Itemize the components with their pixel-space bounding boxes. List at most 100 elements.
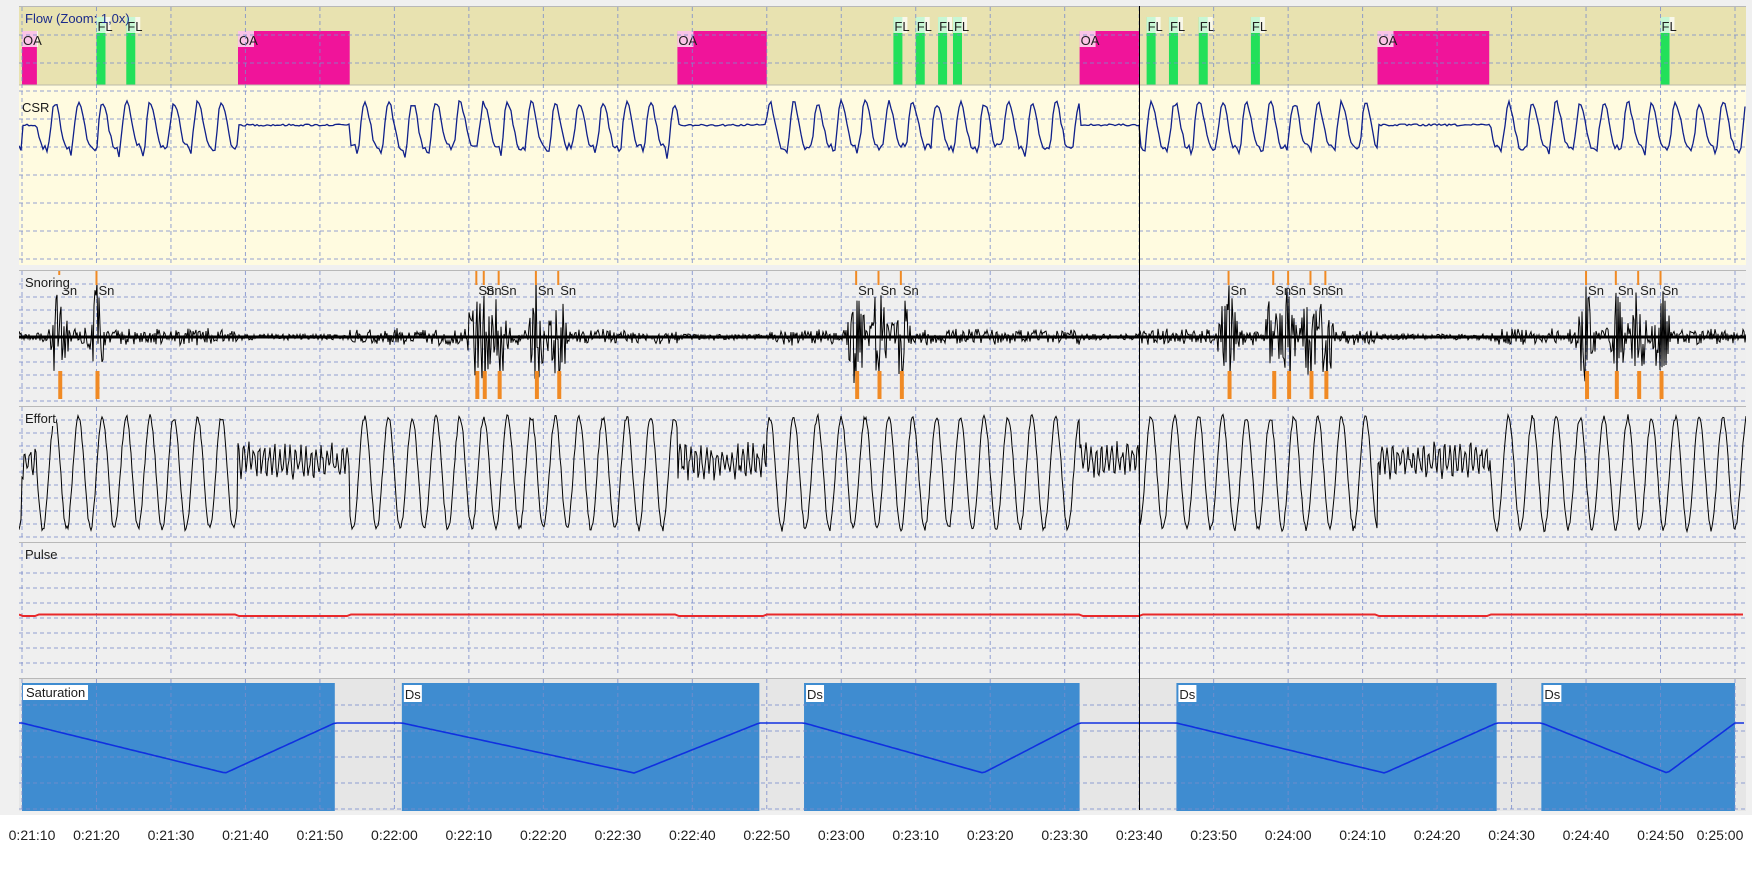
- fl-event-label: FL: [917, 19, 932, 34]
- sn-event-label: Sn: [858, 283, 874, 298]
- sn-event-label: Sn: [1327, 283, 1343, 298]
- time-tick-label: 0:21:40: [222, 827, 269, 843]
- event-label-bg: [1178, 685, 1197, 702]
- time-tick-label: 0:21:10: [8, 827, 56, 843]
- fl-event-marker: [1250, 17, 1260, 85]
- saturation-panel[interactable]: Ds Ds Ds Ds Saturation: [19, 678, 1746, 811]
- fl-event-marker: [893, 17, 903, 85]
- oa-event-marker: [237, 31, 350, 85]
- event-label-bg: [1543, 685, 1562, 702]
- event-label-bg: [677, 31, 694, 47]
- oa-event-label: OA: [1081, 33, 1100, 48]
- csr-label: CSR: [22, 100, 50, 115]
- time-tick-label: 0:23:30: [1041, 827, 1089, 843]
- desaturation-event: [401, 683, 760, 811]
- ds-event-label: Ds: [807, 687, 823, 702]
- sn-marker-bottom: [1287, 371, 1292, 399]
- sn-marker-top: [1324, 271, 1327, 285]
- sn-marker-bottom: [1272, 371, 1277, 399]
- ds-event-label: Ds: [405, 687, 421, 702]
- time-tick-label: 0:23:50: [1190, 827, 1237, 843]
- time-axis: 0:21:10 0:21:20 0:21:30 0:21:40 0:21:50 0:22:…: [0, 815, 1752, 876]
- sn-marker-top: [1659, 271, 1662, 285]
- sn-event-label: Sn: [1275, 283, 1291, 298]
- time-tick-label: 0:21:30: [147, 827, 195, 843]
- fl-event-marker: [1198, 17, 1208, 85]
- fl-event-label: FL: [97, 19, 112, 34]
- sn-marker-top: [855, 271, 858, 285]
- fl-event-marker: [126, 17, 136, 85]
- flow-panel-title: Flow (Zoom: 1,0x): [25, 11, 130, 26]
- effort-trace: [19, 412, 1746, 534]
- fl-event-marker: [96, 17, 106, 85]
- sn-event-label: Sn: [1588, 283, 1604, 298]
- fl-event-marker: [1660, 17, 1670, 85]
- time-tick-label: 0:22:10: [445, 827, 493, 843]
- sn-event-label: Sn: [1312, 283, 1328, 298]
- time-tick-label: 0:25:00: [1696, 827, 1744, 843]
- fl-event-label: FL: [1148, 19, 1163, 34]
- sn-marker-top: [534, 271, 537, 285]
- time-tick-label: 0:21:50: [296, 827, 344, 843]
- snoring-panel[interactable]: Sn Sn Sn Sn Sn Sn Sn Sn Sn Sn Sn Sn Sn Sn Sn Sn Sn Sn Sn S…: [19, 270, 1746, 403]
- fl-event-label: FL: [127, 19, 142, 34]
- snoring-panel-title: Snoring: [25, 275, 70, 290]
- time-tick-label: 0:24:10: [1339, 827, 1386, 843]
- desaturation-event: [1176, 683, 1497, 811]
- saturation-plot: Ds Ds Ds Ds: [19, 679, 1746, 811]
- time-tick-label: 0:23:40: [1115, 827, 1163, 843]
- sn-event-label: Sn: [486, 283, 502, 298]
- event-label-bg: [1377, 31, 1394, 47]
- event-label-bg: [915, 17, 930, 33]
- sn-marker-top: [1272, 271, 1275, 285]
- sn-event-label: Sn: [478, 283, 494, 298]
- sn-marker-bottom: [1614, 371, 1619, 399]
- sn-event-label: Sn: [903, 283, 919, 298]
- sn-marker-top: [1309, 271, 1312, 285]
- event-label-bg: [1198, 17, 1213, 33]
- sn-marker-top: [497, 271, 500, 285]
- effort-panel-title: Effort: [25, 411, 56, 426]
- pulse-trace: [19, 613, 1743, 617]
- fl-event-label: FL: [1662, 19, 1677, 34]
- sn-marker-bottom: [58, 371, 63, 399]
- sn-marker-bottom: [899, 371, 904, 399]
- time-tick-label: 0:24:30: [1488, 827, 1535, 843]
- oa-event-label: OA: [1379, 33, 1398, 48]
- time-tick-label: 0:24:40: [1562, 827, 1610, 843]
- sn-marker-bottom: [482, 371, 487, 399]
- flow-panel[interactable]: OA FL FL OA OA FL FL FL FL OA FL FL FL FL OA FL Flow (Z…: [19, 6, 1746, 265]
- sn-event-label: Sn: [538, 283, 554, 298]
- sn-marker-bottom: [1585, 371, 1590, 399]
- sn-marker-bottom: [475, 371, 480, 399]
- sn-marker-bottom: [557, 371, 562, 399]
- time-cursor[interactable]: [1139, 6, 1141, 810]
- time-tick-label: 0:24:20: [1413, 827, 1461, 843]
- sn-marker-top: [899, 271, 902, 285]
- oa-event-marker: [1377, 31, 1490, 85]
- sn-marker-bottom: [1324, 371, 1329, 399]
- pulse-panel[interactable]: Pulse: [19, 542, 1746, 675]
- sn-marker-bottom: [1659, 371, 1664, 399]
- sn-event-label: Sn: [1618, 283, 1634, 298]
- sn-marker-bottom: [1227, 371, 1232, 399]
- fl-event-marker: [952, 17, 962, 85]
- time-tick-label: 0:23:00: [817, 827, 865, 843]
- event-label-bg: [1250, 17, 1265, 33]
- sn-event-label: Sn: [98, 283, 114, 298]
- ds-event-label: Ds: [1179, 687, 1195, 702]
- fl-event-label: FL: [954, 19, 969, 34]
- event-label-bg: [806, 685, 825, 702]
- desaturation-event: [22, 683, 335, 811]
- event-label-bg: [403, 685, 422, 702]
- sn-marker-top: [1637, 271, 1640, 285]
- event-label-bg: [938, 17, 953, 33]
- time-tick-label: 0:22:00: [371, 827, 418, 843]
- fl-event-marker: [915, 17, 925, 85]
- effort-panel[interactable]: Effort: [19, 406, 1746, 539]
- sn-event-label: Sn: [1290, 283, 1306, 298]
- fl-event-marker: [1146, 17, 1156, 85]
